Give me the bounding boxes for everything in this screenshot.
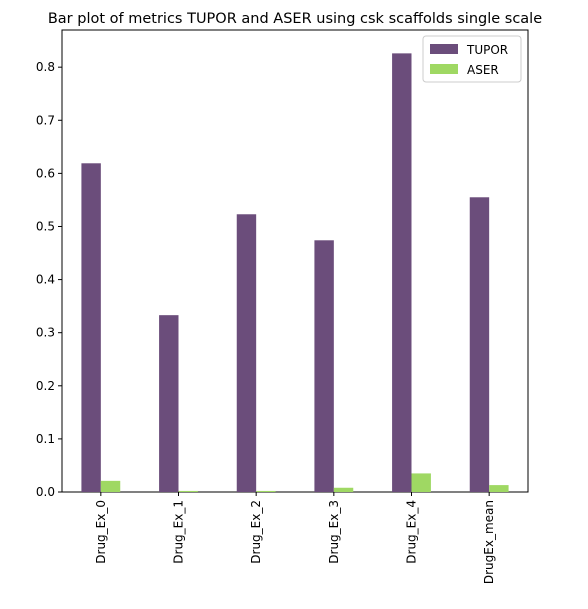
bar-aser-drug-ex-4 [411,473,431,492]
bar-tupor-drug-ex-1 [159,315,179,492]
bar-aser-drug-ex-1 [178,490,198,492]
bar-tupor-drugex-mean [469,197,490,492]
y-tick-label: 0.0 [36,485,55,499]
x-tick-label: Drug_Ex_4 [405,500,419,564]
y-tick-label: 0.4 [36,273,55,287]
x-tick-label: DrugEx_mean [482,500,496,584]
chart-title: Bar plot of metrics TUPOR and ASER using… [48,11,542,27]
x-tick-label: Drug_Ex_1 [172,500,186,564]
bars [81,53,509,493]
y-axis-ticks: 0.0 0.1 0.2 0.3 0.4 0.5 0.6 0.7 0.8 [36,60,62,499]
axes [61,29,529,493]
bar-tupor-drug-ex-4 [392,53,412,493]
bar-aser-drug-ex-3 [333,487,354,492]
bar-aser-drugex-mean [489,485,509,492]
legend-label-aser: ASER [467,63,499,77]
x-tick-label: Drug_Ex_2 [249,500,263,564]
plot-frame [61,29,529,493]
bar-aser-drug-ex-2 [256,490,276,492]
y-tick-label: 0.7 [36,113,55,127]
x-tick-label: Drug_Ex_3 [327,500,341,564]
x-tick-label: Drug_Ex_0 [94,500,108,564]
y-tick-label: 0.1 [36,432,55,446]
bar-tupor-drug-ex-2 [236,214,257,492]
bar-tupor-drug-ex-3 [314,240,334,492]
y-tick-label: 0.2 [36,379,55,393]
legend-label-tupor: TUPOR [466,43,508,57]
bar-tupor-drug-ex-0 [81,163,101,492]
legend-swatch-tupor [430,44,458,54]
bar-aser-drug-ex-0 [100,480,121,492]
y-tick-label: 0.8 [36,60,55,74]
legend: TUPOR ASER [422,35,522,83]
y-tick-label: 0.6 [36,166,55,180]
y-tick-label: 0.5 [36,219,55,233]
x-axis-ticks: Drug_Ex_0 Drug_Ex_1 Drug_Ex_2 Drug_Ex_3 Drug… [94,492,496,584]
legend-swatch-aser [430,64,458,74]
y-tick-label: 0.3 [36,326,55,340]
